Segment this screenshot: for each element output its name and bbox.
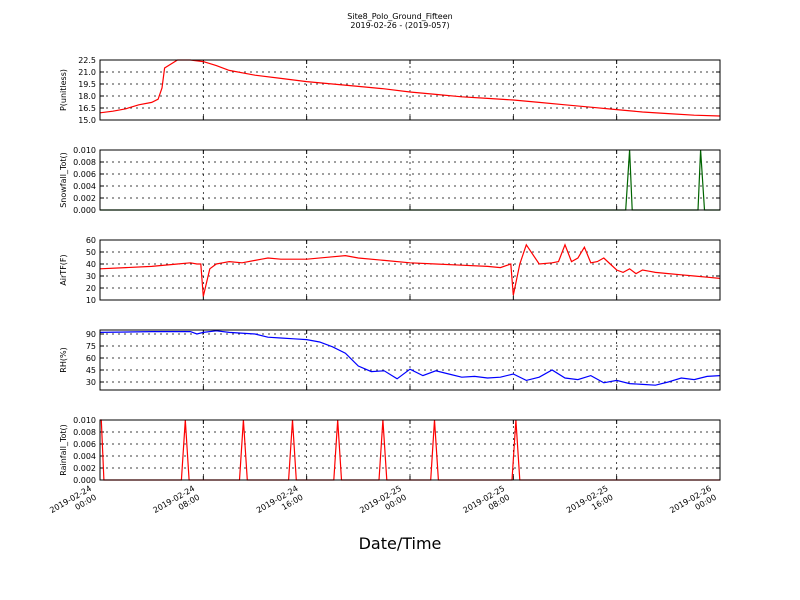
panel-frame xyxy=(99,59,721,121)
y-tick-label: 0.004 xyxy=(73,452,96,461)
y-axis-label: AirTF(F) xyxy=(59,254,68,285)
x-tick-label: 2019-02-2416:00 xyxy=(255,484,305,524)
y-tick-label: 75 xyxy=(86,342,96,351)
y-axis-label: RH(%) xyxy=(59,347,68,372)
y-tick-label: 22.5 xyxy=(78,56,96,65)
y-tick-label: 0.006 xyxy=(73,440,96,449)
y-tick-label: 19.5 xyxy=(78,80,96,89)
x-tick-label: 2019-02-2500:00 xyxy=(358,484,408,524)
y-tick-label: 0.008 xyxy=(73,158,96,167)
y-tick-label: 0.000 xyxy=(73,476,96,485)
x-tick-label: 2019-02-2516:00 xyxy=(565,484,615,524)
y-tick-label: 0.000 xyxy=(73,206,96,215)
y-tick-label: 0.008 xyxy=(73,428,96,437)
y-axis-label: Snowfall_Tot() xyxy=(59,152,68,208)
y-tick-label: 18.0 xyxy=(78,92,96,101)
y-tick-label: 0.004 xyxy=(73,182,96,191)
y-tick-label: 10 xyxy=(86,296,96,305)
y-tick-label: 0.010 xyxy=(73,416,96,425)
y-tick-label: 0.002 xyxy=(73,194,96,203)
y-tick-label: 50 xyxy=(86,248,96,257)
y-tick-label: 45 xyxy=(86,366,96,375)
panel-frame xyxy=(99,239,721,301)
y-tick-label: 30 xyxy=(86,272,96,281)
y-tick-label: 60 xyxy=(86,236,96,245)
y-tick-label: 40 xyxy=(86,260,96,269)
series-line-3 xyxy=(99,330,721,386)
chart-title: Site8_Polo_Ground_Fifteen xyxy=(347,12,453,21)
series-line-2 xyxy=(99,243,721,297)
y-tick-label: 0.006 xyxy=(73,170,96,179)
y-tick-label: 21.0 xyxy=(78,68,96,77)
panel-frame xyxy=(99,419,721,481)
y-tick-label: 0.010 xyxy=(73,146,96,155)
x-tick-label: 2019-02-2408:00 xyxy=(152,484,202,524)
y-tick-label: 60 xyxy=(86,354,96,363)
panel-frame xyxy=(99,149,721,211)
series-line-0 xyxy=(99,59,721,117)
y-tick-label: 0.002 xyxy=(73,464,96,473)
x-tick-label: 2019-02-2400:00 xyxy=(48,484,98,524)
y-tick-label: 30 xyxy=(86,378,96,387)
y-axis-label: Rainfall_Tot() xyxy=(59,424,68,476)
y-tick-label: 15.0 xyxy=(78,116,96,125)
panel-frame xyxy=(99,329,721,391)
chart-subtitle: 2019-02-26 - (2019-057) xyxy=(350,21,450,30)
y-axis-label: P(unitless) xyxy=(59,69,68,111)
x-tick-label: 2019-02-2600:00 xyxy=(668,484,718,524)
y-tick-label: 90 xyxy=(86,330,96,339)
x-axis-title: Date/Time xyxy=(358,534,442,553)
y-tick-label: 20 xyxy=(86,284,96,293)
y-tick-label: 16.5 xyxy=(78,104,96,113)
x-tick-label: 2019-02-2508:00 xyxy=(462,484,512,524)
